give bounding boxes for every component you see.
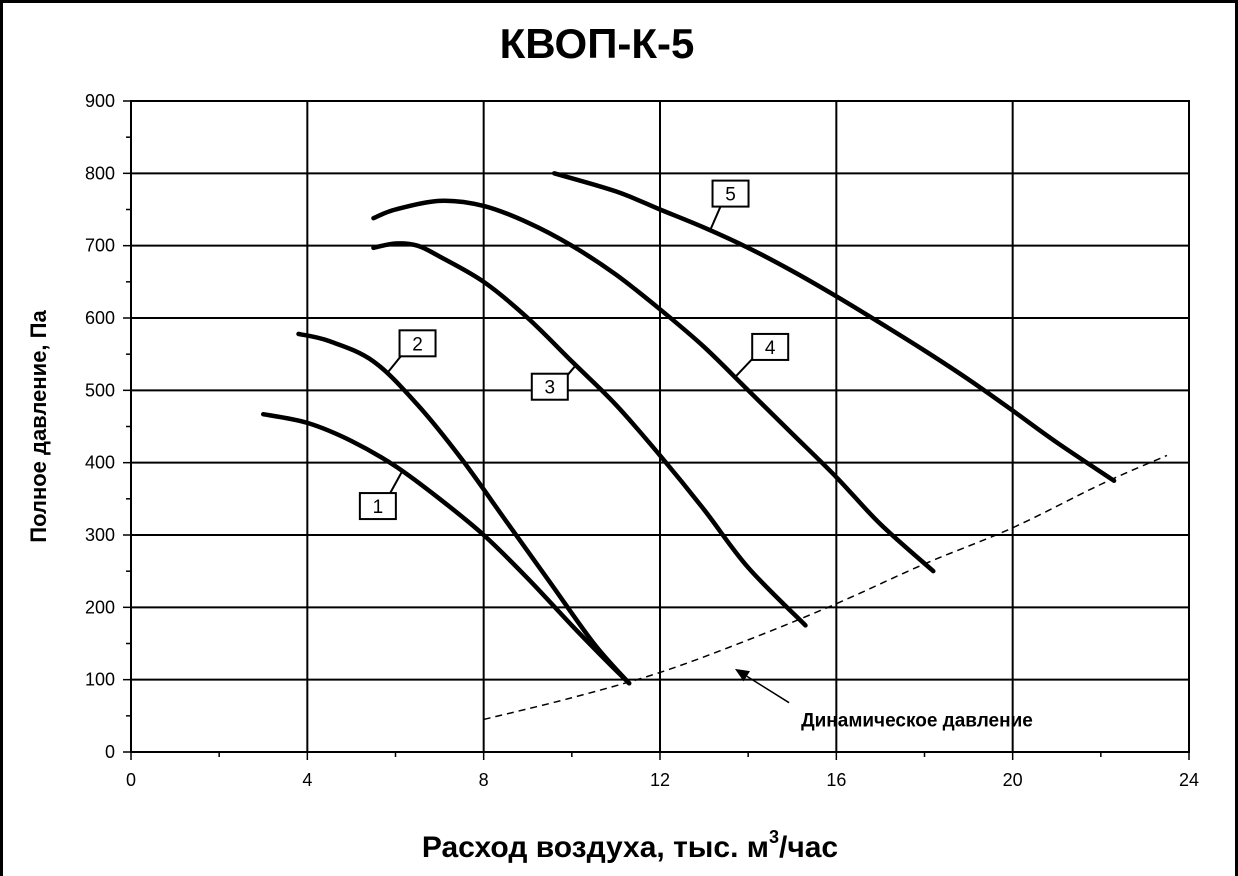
y-tick-label: 200 bbox=[85, 597, 115, 617]
curve-label-5: 5 bbox=[725, 185, 736, 206]
curve-label-2: 2 bbox=[412, 334, 423, 355]
curve-label-4: 4 bbox=[765, 338, 776, 359]
y-tick-label: 400 bbox=[85, 453, 115, 473]
curve-label-box bbox=[711, 179, 750, 208]
curve-labels: 1 2 3 4 5 bbox=[358, 179, 790, 521]
y-tick-label: 700 bbox=[85, 236, 115, 256]
series-curve-5 bbox=[551, 171, 1117, 483]
x-axis-label-superscript: 3 bbox=[769, 827, 779, 847]
y-tick-label: 800 bbox=[85, 163, 115, 183]
x-tick-label: 4 bbox=[302, 770, 312, 790]
x-tick-label: 0 bbox=[126, 770, 136, 790]
curve-label-3: 3 bbox=[545, 378, 556, 399]
x-axis-label: Расход воздуха, тыс. м3/час bbox=[422, 827, 838, 864]
y-tick-label: 500 bbox=[85, 380, 115, 400]
series-curve-3 bbox=[371, 241, 808, 628]
curve-label-box bbox=[751, 332, 790, 361]
curve-label-box bbox=[358, 492, 397, 521]
curve-label-box bbox=[398, 329, 437, 358]
y-tick-label: 900 bbox=[85, 91, 115, 111]
x-tick-label: 16 bbox=[826, 770, 846, 790]
series-curve-4 bbox=[371, 198, 936, 574]
x-axis-label-suffix: /час bbox=[779, 831, 838, 864]
y-tick-label: 100 bbox=[85, 670, 115, 690]
series-dynamic-pressure bbox=[483, 454, 1168, 721]
series-curve-2 bbox=[296, 331, 632, 686]
grid bbox=[131, 101, 1189, 752]
x-tick-label: 12 bbox=[650, 770, 670, 790]
series-group bbox=[261, 171, 1168, 721]
y-tick-label: 300 bbox=[85, 525, 115, 545]
curve-label-leader bbox=[709, 205, 722, 231]
x-axis-label-main: Расход воздуха, тыс. м bbox=[422, 831, 769, 864]
y-axis-label: Полное давление, Па bbox=[26, 310, 51, 543]
curve-label-leader bbox=[388, 470, 404, 496]
x-tick-label: 20 bbox=[1003, 770, 1023, 790]
x-tick-label: 24 bbox=[1179, 770, 1199, 790]
annotation-arrow bbox=[746, 675, 790, 704]
y-tick-label: 600 bbox=[85, 308, 115, 328]
x-tick-label: 8 bbox=[479, 770, 489, 790]
annotation-arrowhead bbox=[734, 668, 750, 682]
curve-label-1: 1 bbox=[373, 497, 384, 518]
annotation-text: Динамическое давление bbox=[801, 711, 1033, 732]
series-curve-1 bbox=[261, 411, 632, 686]
y-tick-label: 0 bbox=[105, 742, 115, 762]
annotation: Динамическое давление bbox=[734, 668, 1033, 732]
chart-title: КВОП-К-5 bbox=[500, 20, 695, 67]
curve-label-box bbox=[530, 372, 569, 401]
